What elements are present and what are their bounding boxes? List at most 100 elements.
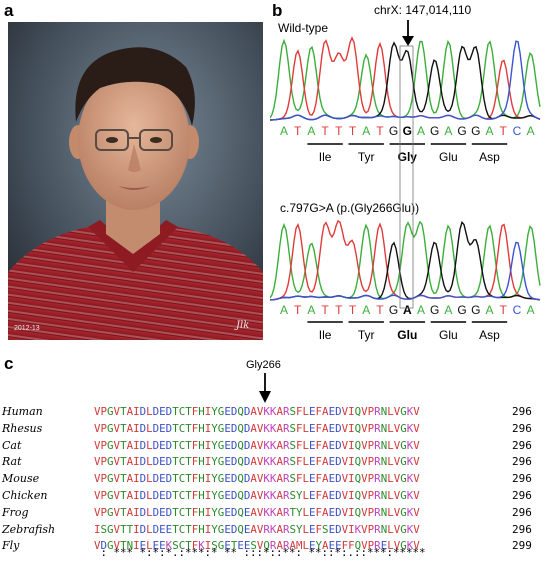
base-letter: A — [362, 303, 370, 317]
mutant-traces — [270, 219, 541, 301]
species-name: Cat — [2, 438, 22, 452]
codon-label: Ile — [319, 328, 332, 342]
base-letter: A — [485, 303, 493, 317]
trace-C — [270, 40, 541, 121]
base-letter: T — [376, 303, 384, 317]
species-name: Zebrafish — [2, 522, 56, 536]
mutation-label: c.797G>A (p.(Gly266Glu)) — [280, 201, 419, 215]
mutant-codons: Ile Tyr Glu Glu Asp — [307, 321, 508, 342]
base-letter: A — [527, 124, 535, 138]
codon-label: Asp — [479, 150, 500, 164]
sequence-row: VPGVTAIDLDEDTCTFHIYGEDQDAVKKARSFLEFAEDVI… — [94, 472, 420, 486]
base-letter: G — [389, 124, 398, 138]
base-letter: A — [307, 124, 315, 138]
base-letter: T — [335, 124, 343, 138]
species-name: Rat — [2, 455, 22, 469]
variant-highlight-box — [399, 45, 414, 309]
base-letter: A — [444, 303, 452, 317]
base-letter: A — [485, 124, 493, 138]
codon-label: Asp — [479, 328, 500, 342]
trace-C — [270, 241, 541, 301]
base-letter: A — [417, 303, 425, 317]
base-letter: G — [471, 124, 480, 138]
gly266-marker-label: Gly266 — [246, 359, 281, 371]
sequence-end-position: 296 — [512, 405, 532, 418]
sequence-end-position: 296 — [512, 489, 532, 502]
sequence-end-position: 296 — [512, 472, 532, 486]
codon-label: Ile — [319, 150, 332, 164]
base-letter: C — [513, 124, 522, 138]
gly266-arrow — [259, 373, 271, 403]
sequence-end-position: 296 — [512, 505, 532, 519]
base-letter: A — [403, 303, 412, 317]
panel-label-b: b — [272, 1, 283, 20]
codon-label: Tyr — [358, 328, 375, 342]
sequence-end-position: 296 — [512, 455, 532, 469]
sequence-row: ISGVTTIDLDEETCTFHIYGEDQEAVRKARSYLEFSEDVI… — [94, 522, 420, 536]
base-letter: T — [376, 124, 384, 138]
photographer-signature: Jlk — [234, 320, 249, 331]
species-name: Frog — [2, 505, 29, 519]
base-letter: T — [500, 124, 508, 138]
sequence-end-position: 296 — [512, 438, 532, 452]
base-letter: C — [513, 303, 522, 317]
base-letter: G — [457, 124, 466, 138]
sequence-end-position: 296 — [512, 421, 532, 435]
genomic-position-label: chrX: 147,014,110 — [374, 3, 472, 17]
base-letter: T — [500, 303, 508, 317]
alignment-panel: Gly266 Human VPGVTAIDLDEDTCTFHIYGEDQDAVKK… — [0, 355, 546, 562]
trace-A — [270, 220, 541, 300]
trace-G — [270, 41, 541, 121]
sequence-row: VPGVTAIDLDEDTCTFHIYGEDQEAVKKARTYLEFAEDVI… — [94, 505, 420, 519]
base-letter: A — [444, 124, 452, 138]
base-letter: A — [280, 303, 288, 317]
codon-label: Glu — [439, 150, 458, 164]
position-arrow — [402, 20, 414, 46]
sequence-end-position: 299 — [512, 539, 532, 553]
wildtype-codons: Ile Tyr Gly Glu Asp — [307, 143, 508, 164]
base-letter: G — [430, 303, 439, 317]
consensus-line: : *** *:*:*.:***:* ** :::*::**: **::*:.:… — [94, 546, 426, 559]
base-letter: A — [280, 124, 288, 138]
sequence-row: VPGVTAIDLDEDTCTFHIYGEDQDAVKKARSFLEFAEDVI… — [94, 455, 420, 469]
panel-label-c: c — [4, 354, 14, 373]
sequence-row: VPGVTAIDLDEDTCTFHIYGEDQDAVKKARSYLEFAEDVI… — [94, 489, 420, 502]
codon-label: Glu — [439, 328, 458, 342]
sequence-end-position: 296 — [512, 522, 532, 536]
sequence-row: VPGVTAIDLDEDTCTFHIYGEDQDAVKKARSFLEFAEDVI… — [94, 421, 420, 435]
species-name: Rhesus — [2, 421, 43, 435]
base-letter: G — [471, 303, 480, 317]
base-letter: T — [335, 303, 343, 317]
base-letter: G — [389, 303, 398, 317]
species-name: Mouse — [2, 472, 40, 486]
base-letter: T — [294, 124, 302, 138]
species-name: Human — [2, 405, 43, 418]
codon-label: Gly — [398, 150, 418, 164]
patient-photo: 2012-13 Jlk — [8, 22, 263, 340]
sequence-row: VPGVTAIDLDEDTCTFHIYGEDQDAVKKARSFLEFAEDVI… — [94, 438, 420, 452]
base-letter: A — [417, 124, 425, 138]
base-letter: T — [321, 303, 329, 317]
codon-label: Tyr — [358, 150, 375, 164]
base-letter: T — [349, 124, 357, 138]
panel-label-a: a — [4, 1, 14, 20]
species-name: Chicken — [2, 489, 48, 502]
species-name: Fly — [2, 539, 20, 553]
codon-label: Glu — [397, 328, 417, 342]
trace-A — [270, 38, 541, 120]
base-letter: T — [321, 124, 329, 138]
sequence-row: VDGVTNIELEEKSCTFKISGETEESVQRARAMLEYAEEFF… — [94, 539, 420, 553]
base-letter: A — [307, 303, 315, 317]
base-letter: A — [362, 124, 370, 138]
sequence-row: VPGVTAIDLDEDTCTFHIYGEDQDAVKKARSFLEFAEDVI… — [94, 405, 420, 418]
base-letter: T — [294, 303, 302, 317]
base-letter: A — [527, 303, 535, 317]
wildtype-label: Wild-type — [278, 21, 328, 35]
base-letter: T — [349, 303, 357, 317]
wildtype-traces — [270, 36, 541, 121]
base-letter: G — [430, 124, 439, 138]
photo-caption: 2012-13 — [14, 325, 40, 332]
